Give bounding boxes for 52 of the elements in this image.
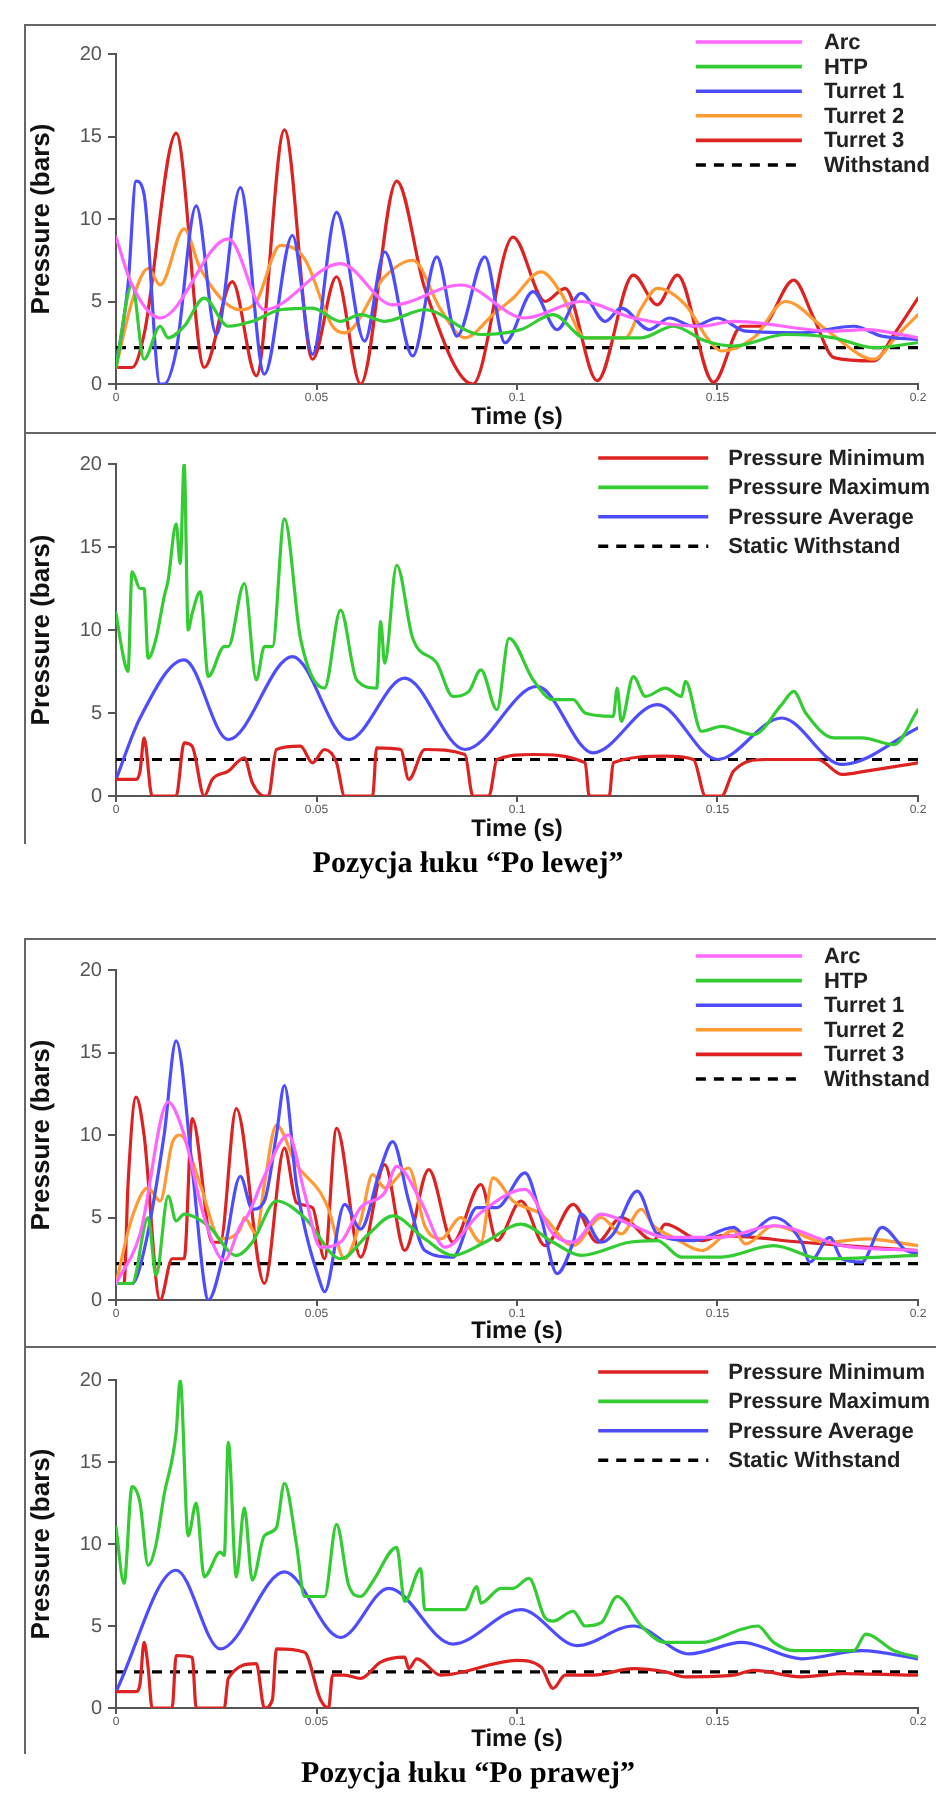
y-tick-label: 15 [79, 536, 103, 559]
y-tick-label: 10 [79, 1124, 103, 1147]
y-tick-label: 10 [79, 619, 103, 642]
legend-label: Static Withstand [728, 535, 901, 560]
legend-label: Turret 2 [823, 104, 905, 129]
line-series [116, 1568, 918, 1694]
legend-label: Withstand [823, 1068, 930, 1093]
legend-label: Turret 1 [823, 80, 905, 105]
legend-label: Pressure Minimum [728, 447, 926, 472]
legend-label: HTP [823, 55, 868, 80]
line-series [116, 283, 918, 370]
legend-label: Pressure Maximum [728, 476, 931, 501]
x-axis-title: Time (s) [471, 1316, 563, 1345]
line-series [116, 227, 918, 370]
y-tick-label: 20 [79, 43, 103, 66]
legend-label: Turret 1 [823, 994, 905, 1019]
text: Pozycja łuku “Po prawej” [298, 1756, 638, 1792]
x-axis-title: Time (s) [471, 1724, 563, 1753]
y-tick-label: 5 [90, 291, 103, 313]
legend-label: HTP [823, 969, 868, 994]
y-tick-label: 10 [79, 208, 103, 231]
y-tick-label: 10 [79, 1533, 103, 1556]
legend-label: Turret 3 [823, 129, 905, 154]
text: Pozycja łuku “Po lewej” [310, 846, 626, 882]
y-axis-title: Pressure (bars) [24, 1448, 55, 1640]
legend-label: Static Withstand [728, 1449, 901, 1474]
y-axis-title: Pressure (bars) [24, 534, 55, 726]
y-tick-label: 15 [79, 1451, 103, 1474]
y-tick-label: 5 [90, 702, 103, 725]
y-tick-label: 20 [79, 959, 103, 982]
legend-label: Pressure Average [728, 505, 914, 530]
y-tick-label: 5 [90, 1207, 103, 1229]
y-tick-label: 20 [79, 453, 103, 476]
y-tick-label: 15 [79, 1042, 103, 1064]
legend-label: Pressure Minimum [728, 1361, 926, 1386]
y-tick-label: 5 [90, 1615, 103, 1638]
line-series [116, 1194, 918, 1286]
y-axis-title: Pressure (bars) [24, 1039, 55, 1231]
legend-label: Arc [823, 31, 861, 56]
x-axis-title: Time (s) [471, 402, 563, 431]
line-series [116, 235, 918, 340]
legend-label: Arc [823, 945, 861, 970]
legend-label: Turret 3 [823, 1043, 905, 1068]
legend-label: Withstand [823, 154, 930, 179]
legend-label: Pressure Maximum [728, 1390, 931, 1415]
legend-label: Turret 2 [823, 1018, 905, 1043]
line-series [116, 654, 918, 781]
y-axis-title: Pressure (bars) [24, 123, 55, 315]
legend-label: Pressure Average [728, 1419, 914, 1444]
y-tick-label: 15 [79, 126, 103, 148]
x-axis-title: Time (s) [471, 814, 563, 843]
y-tick-label: 20 [79, 1369, 103, 1392]
